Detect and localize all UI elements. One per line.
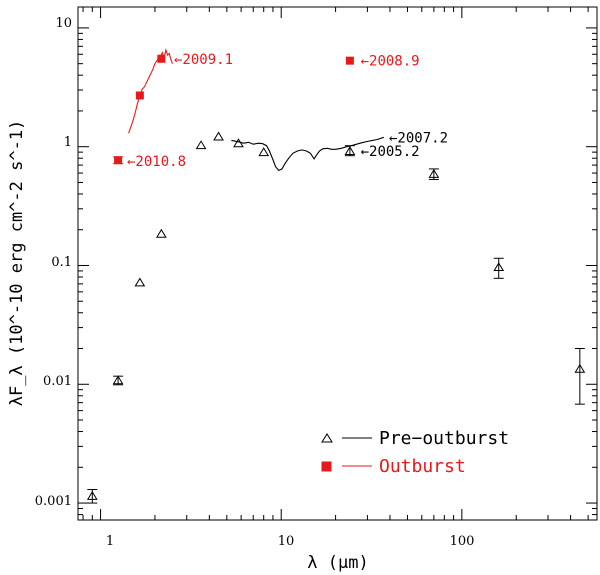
legend-marker-square — [321, 461, 332, 472]
data-markers — [86, 54, 586, 504]
y-tick-label-0.1: 0.1 — [51, 255, 72, 270]
annotation-2007-2: ←2007.2 — [389, 130, 448, 146]
pre-outburst-point — [134, 277, 146, 287]
legend: Pre−outburst Outburst — [321, 428, 509, 477]
spectrum-line-2009-1 — [128, 48, 174, 134]
legend-entry-pre-outburst: Pre−outburst — [321, 428, 509, 449]
x-axis-title: λ (μm) — [307, 553, 368, 573]
x-tick-label-100: 100 — [450, 534, 475, 549]
legend-entry-outburst: Outburst — [321, 456, 466, 477]
pre-outburst-point — [86, 490, 98, 500]
x-tick-labels: 1 10 100 — [106, 534, 475, 549]
pre-outburst-point — [233, 138, 244, 148]
annotation-2010-8: ←2010.8 — [127, 154, 186, 170]
legend-label-outburst: Outburst — [379, 456, 466, 477]
spectrum-line-2007-2 — [231, 136, 384, 172]
x-tick-label-1: 1 — [106, 534, 114, 549]
pre-outburst-point — [112, 375, 124, 385]
y-tick-label-0.01: 0.01 — [43, 374, 72, 389]
outburst-point — [157, 54, 166, 63]
spectra — [128, 48, 384, 172]
y-tick-labels: 0.001 0.01 0.1 1 10 — [35, 16, 72, 509]
pre-outburst-point — [213, 131, 224, 141]
pre-outburst-point — [258, 147, 270, 157]
axis-ticks — [78, 7, 597, 520]
pre-outburst-point — [428, 168, 440, 178]
pre-outburst-point — [155, 228, 167, 238]
annotations: ←2009.1 ←2008.9 ←2007.2 ←2005.2 ←2010.8 — [127, 52, 448, 170]
legend-marker-triangle — [321, 433, 333, 443]
plot-frame — [77, 6, 598, 521]
outburst-point — [135, 91, 144, 100]
y-tick-label-10: 10 — [55, 16, 72, 31]
pre-outburst-point — [195, 140, 207, 150]
y-axis-title: λF_λ (10^-10 erg cm^-2 s^-1) — [7, 120, 27, 407]
annotation-2008-9: ←2008.9 — [361, 54, 420, 70]
pre-outburst-point — [493, 262, 505, 272]
x-tick-label-10: 10 — [278, 534, 295, 549]
outburst-point — [114, 156, 123, 165]
pre-outburst-point — [574, 363, 586, 373]
y-tick-label-0.001: 0.001 — [35, 494, 72, 509]
y-tick-label-1: 1 — [64, 135, 72, 150]
annotation-2005-2: ←2005.2 — [361, 144, 420, 160]
annotation-2009-1: ←2009.1 — [174, 52, 233, 68]
outburst-point — [345, 56, 354, 65]
pre-outburst-point — [344, 146, 356, 156]
legend-label-pre-outburst: Pre−outburst — [379, 428, 509, 449]
